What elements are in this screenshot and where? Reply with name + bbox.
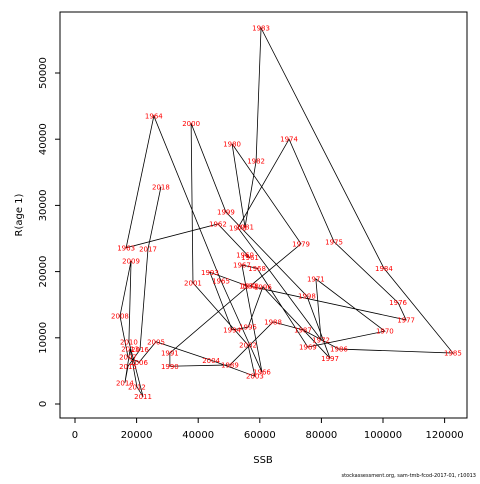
- y-tick-label: 20000: [38, 256, 49, 288]
- footnote: stockassessment.org, sam-tmb-fcod-2017-0…: [341, 473, 476, 479]
- year-label: 1984: [375, 265, 393, 273]
- year-label: 1968: [248, 265, 266, 273]
- year-label: 2008: [111, 312, 129, 320]
- year-label: 1988: [264, 318, 282, 326]
- year-label: 1981: [236, 224, 254, 232]
- year-label: 1973: [229, 224, 247, 232]
- year-label: 1972: [312, 336, 330, 344]
- y-tick-label: 40000: [38, 123, 49, 155]
- year-label: 1963: [117, 244, 135, 252]
- year-label: 2009: [122, 258, 140, 266]
- year-label: 1960: [236, 252, 254, 260]
- x-axis-label: SSB: [253, 455, 273, 466]
- year-label: 1979: [292, 240, 310, 248]
- year-label: 1993: [201, 269, 219, 277]
- year-label: 2014: [116, 379, 134, 387]
- year-label: 1975: [325, 238, 343, 246]
- year-label: 1977: [397, 316, 415, 324]
- x-tick-label: 40000: [182, 430, 214, 441]
- year-label: 1997: [321, 355, 339, 363]
- plot-frame: [59, 11, 468, 419]
- x-tick-label: 120000: [426, 430, 464, 441]
- year-label: 1978: [241, 283, 259, 291]
- year-label: 2011: [134, 393, 152, 401]
- year-label: 1964: [145, 113, 163, 121]
- x-tick-label: 80000: [305, 430, 337, 441]
- year-label: 1995: [239, 324, 257, 332]
- year-label: 1994: [223, 326, 241, 334]
- year-label: 2018: [152, 183, 170, 191]
- year-label: 1969: [299, 344, 317, 352]
- year-label: 1992: [239, 283, 257, 291]
- year-label: 1974: [280, 136, 298, 144]
- x-tick-label: 60000: [244, 430, 276, 441]
- year-label: 2000: [182, 120, 200, 128]
- year-label: 1982: [247, 158, 265, 166]
- year-label: 2006: [130, 359, 148, 367]
- year-label: 2001: [184, 279, 202, 287]
- year-label: 1985: [444, 350, 462, 358]
- x-tick-label: 20000: [121, 430, 153, 441]
- trajectory-line: [119, 26, 454, 397]
- year-label: 1983: [252, 24, 270, 32]
- year-label: 1996: [254, 283, 272, 291]
- year-label: 2007: [119, 353, 137, 361]
- year-label: 1961: [241, 254, 259, 262]
- year-label: 1967: [233, 261, 251, 269]
- year-label: 2017: [139, 246, 157, 254]
- x-tick-label: 100000: [364, 430, 402, 441]
- year-label: 1987: [294, 326, 312, 334]
- year-label: 2005: [147, 338, 165, 346]
- year-label: 1971: [307, 275, 325, 283]
- y-axis-label: R(age 1): [14, 193, 25, 236]
- year-label: 1989: [221, 361, 239, 369]
- year-label: 2013: [121, 346, 139, 354]
- year-label: 2012: [128, 383, 146, 391]
- year-label: 1976: [389, 299, 407, 307]
- year-label: 2015: [119, 363, 137, 371]
- x-tick-label: 0: [72, 430, 78, 441]
- y-tick-label: 10000: [38, 322, 49, 354]
- year-label: 1980: [223, 140, 241, 148]
- year-label: 2003: [246, 373, 264, 381]
- year-label: 2010: [120, 338, 138, 346]
- year-label: 2004: [202, 357, 220, 365]
- year-label: 2002: [239, 342, 257, 350]
- year-label: 1965: [212, 277, 230, 285]
- y-tick-label: 50000: [38, 57, 49, 89]
- y-tick-label: 0: [38, 401, 49, 407]
- y-tick-label: 30000: [38, 189, 49, 221]
- year-label: 1990: [161, 363, 179, 371]
- year-label: 1998: [298, 293, 316, 301]
- year-label: 1991: [161, 350, 179, 358]
- year-label: 1999: [217, 209, 235, 217]
- year-label: 2016: [131, 346, 149, 354]
- year-label: 1966: [253, 369, 271, 377]
- year-label: 1970: [376, 328, 394, 336]
- year-label: 1986: [330, 346, 348, 354]
- year-label: 1962: [209, 220, 227, 228]
